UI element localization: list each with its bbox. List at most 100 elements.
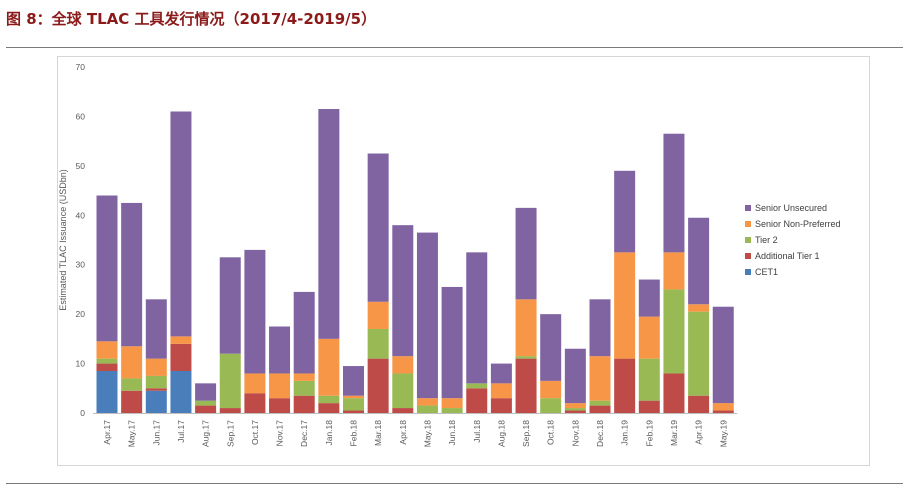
bar-segment [219,257,241,354]
x-tick-label: Jun.18 [447,420,457,446]
bar-segment [564,348,586,404]
bar-stack [490,363,512,413]
bar-segment [614,170,636,253]
x-axis: Apr.17 May.17 Jun.17 Jul.17 Aug.17 Sep.17 Oct.… [93,413,738,448]
y-tick-label: 0 [80,408,85,418]
x-tick-label: Jan.19 [620,420,630,446]
bar-segment [96,370,118,413]
bar-segment [515,207,537,300]
y-tick-label: 40 [76,210,86,220]
bar-stack [170,111,192,413]
bar-segment [638,358,660,401]
legend-swatch [745,253,751,259]
bar-stack [244,249,266,413]
bar-segment [318,338,340,396]
bar-segment [540,380,562,399]
x-tick-label: Oct.17 [250,420,260,445]
legend-label: Additional Tier 1 [755,251,820,261]
x-tick-label: Mar.19 [669,420,679,446]
bar-segment [392,356,414,374]
bar-segment [589,356,611,401]
bar-segment [318,109,340,339]
bar-segment [589,400,611,406]
bar-segment [515,299,537,357]
bar-segment [195,405,217,413]
bar-segment [614,252,636,359]
bar-segment [244,393,266,413]
bar-segment [589,299,611,357]
bar-segment [663,252,685,290]
bar-segment [96,358,118,364]
bar-segment [540,314,562,381]
bar-stack [145,299,167,413]
legend-swatch [745,269,751,275]
bar-segment [343,410,364,413]
bar-segment [195,383,217,401]
legend-label: Tier 2 [755,235,778,245]
bar-stack [121,202,143,413]
bar-segment [638,316,660,359]
bar-segment [269,398,291,413]
bar-segment [367,153,389,302]
bar-segment [269,373,291,399]
legend-label: Senior Non-Preferred [755,219,841,229]
y-tick-label: 70 [76,62,86,72]
bar-segment [515,358,537,413]
bar-segment [170,343,192,371]
x-tick-label: Dec.17 [299,420,309,447]
bar-segment [564,408,586,411]
bar-segment [490,363,512,384]
bar-stack [269,326,291,413]
bar-segment [293,373,315,381]
bar-stack [540,314,562,413]
bar-segment [441,286,463,399]
legend: Senior Unsecured Senior Non-Preferred Tier… [745,203,841,277]
bar-segment [416,232,438,399]
bar-segment [145,299,167,359]
legend-item: Senior Non-Preferred [745,219,841,229]
bar-segment [96,341,118,359]
y-tick-label: 50 [76,161,86,171]
x-tick-label: Nov.17 [275,420,285,447]
bar-segment [244,249,266,374]
x-tick-label: May.19 [718,420,728,448]
bar-segment [712,410,734,413]
bar-segment [490,398,512,413]
bar-stack [466,252,488,413]
bar-segment [367,301,389,329]
legend-swatch [745,221,751,227]
bar-segment [663,133,685,253]
bar-segment [490,383,512,399]
bar-stack [638,279,660,413]
bar-stack [367,153,389,413]
bar-stack [614,170,636,413]
bar-segment [343,366,364,396]
bar-stack [293,291,315,413]
bar-stack [589,299,611,413]
legend-swatch [745,237,751,243]
x-tick-label: Sep.17 [225,420,235,447]
bar-segment [121,202,143,347]
top-divider [6,47,903,48]
y-axis: 0 10 20 30 40 50 60 70 [76,62,86,418]
x-tick-label: Apr.18 [398,420,408,445]
bar-segment [466,383,488,389]
x-tick-label: Oct.18 [546,420,556,445]
y-tick-label: 60 [76,111,86,121]
bar-segment [121,346,143,379]
bar-segment [367,358,389,413]
bar-segment [712,403,734,411]
legend-label: CET1 [755,267,778,277]
figure-title: 图 8：全球 TLAC 工具发行情况（2017/4-2019/5） [6,10,377,28]
bar-segment [589,405,611,413]
legend-swatch [745,205,751,211]
bar-stack [219,257,241,413]
bar-segment [441,398,463,409]
x-tick-label: Jun.17 [151,420,161,446]
bar-segment [688,304,710,312]
bar-segment [170,370,192,413]
bar-segment [638,279,660,317]
bar-segment [121,378,143,391]
bar-segment [688,217,710,305]
